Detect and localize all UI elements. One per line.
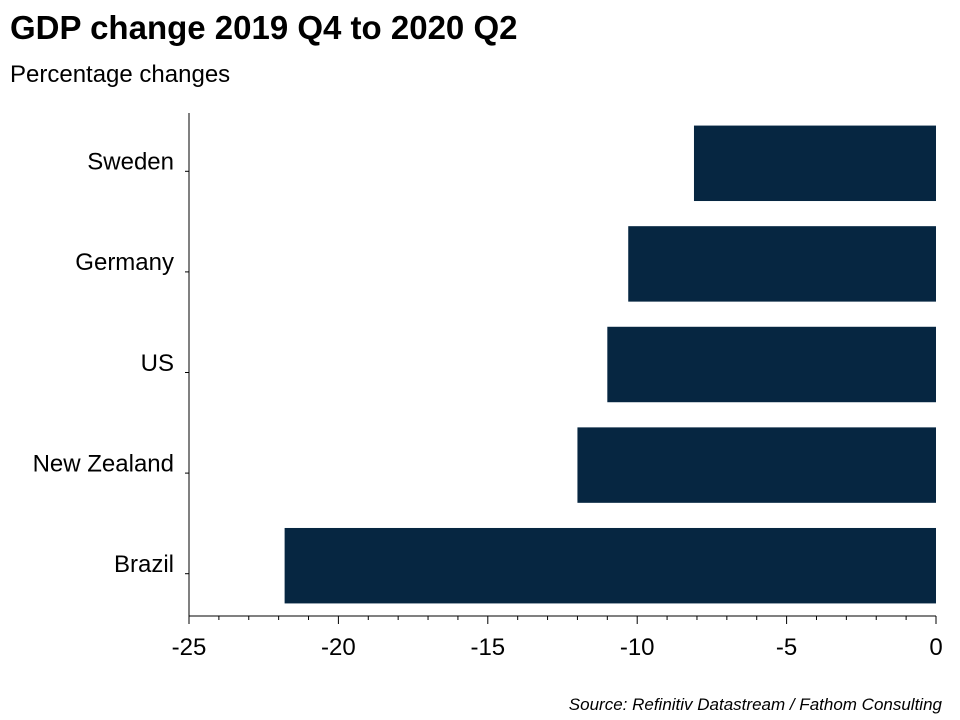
source-note: Source: Refinitiv Datastream / Fathom Co… xyxy=(568,695,942,714)
y-tick-label: New Zealand xyxy=(33,450,174,477)
bar-sweden xyxy=(693,125,936,202)
bar-new-zealand xyxy=(577,427,936,503)
y-tick-label: Sweden xyxy=(87,149,174,176)
bar-chart: Sweden Germany US New Zealand Brazil -25 -20 -1… xyxy=(33,113,943,661)
x-tick-label: -25 xyxy=(172,634,207,661)
bar-germany xyxy=(628,226,936,302)
x-tick-label: -10 xyxy=(620,634,655,661)
x-tick-label: -5 xyxy=(776,634,797,661)
chart-subtitle: Percentage changes xyxy=(10,61,231,88)
x-tick-label: 0 xyxy=(929,634,942,661)
y-tick-label: Germany xyxy=(75,249,174,276)
x-tick-label: -20 xyxy=(321,634,356,661)
y-tick-label: US xyxy=(141,350,174,377)
x-tick-label: -15 xyxy=(470,634,505,661)
bar-brazil xyxy=(284,527,937,604)
chart-title: GDP change 2019 Q4 to 2020 Q2 xyxy=(10,9,518,46)
y-tick-label: Brazil xyxy=(114,551,174,578)
bar-us xyxy=(607,326,936,403)
